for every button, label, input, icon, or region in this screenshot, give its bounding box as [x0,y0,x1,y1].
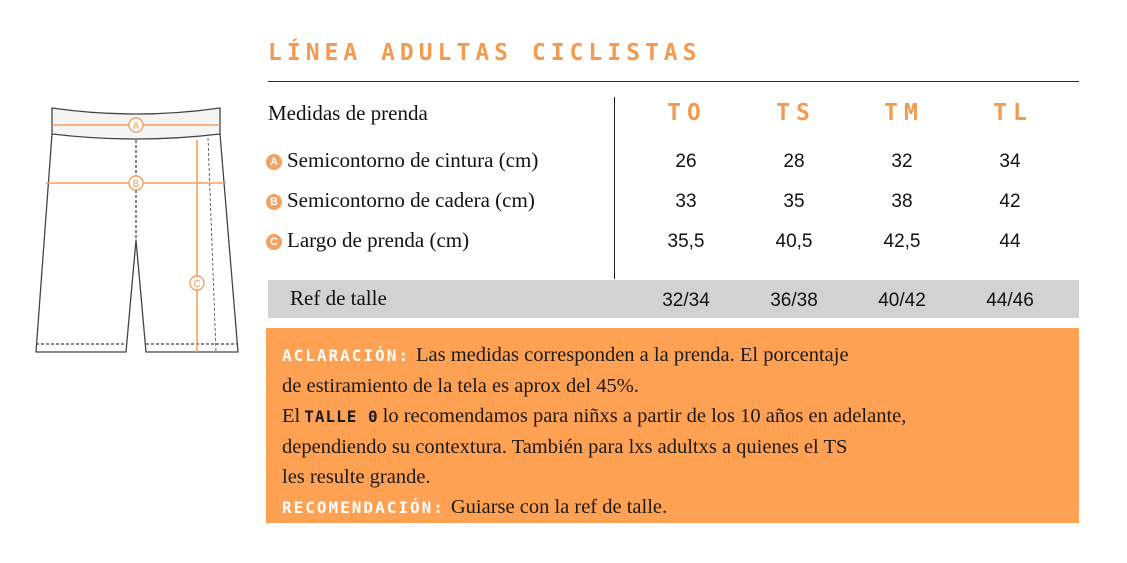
note-line-2: de estiramiento de la tela es aprox del … [282,375,639,397]
table-divider [614,97,615,279]
note-line-3: lo recomendamos para niñxs a partir de l… [382,405,907,427]
recomendacion-label: RECOMENDACIÓN: [282,498,445,517]
note-line-3-prefix: El [282,405,301,427]
ref-ts: 36/38 [770,290,818,311]
cell-b-to: 33 [675,191,697,212]
size-header-tm: TM [884,100,924,126]
ref-label: Ref de talle [290,286,387,310]
note-line-1: Las medidas corresponden a la prenda. El… [415,344,849,366]
marker-a-label: A [133,121,140,132]
size-header-tl: TL [993,100,1033,126]
ref-tl: 44/46 [986,290,1034,311]
row-label-a: A Semicontorno de cintura (cm) [266,148,538,173]
note-box: ACLARACIÓN: Las medidas corresponden a la… [266,328,1079,523]
note-line-4: dependiendo su contextura. También para … [282,436,848,458]
badge-a-icon: A [266,154,282,170]
cell-b-ts: 35 [783,191,805,212]
badge-b-icon: B [266,194,282,210]
cell-b-tm: 38 [891,191,913,212]
ref-to: 32/34 [662,290,710,311]
marker-b-label: B [133,179,140,190]
row-label-c: C Largo de prenda (cm) [266,228,469,253]
page-title: LÍNEA ADULTAS CICLISTAS [268,40,702,66]
ref-tm: 40/42 [878,290,926,311]
row-label-b: B Semicontorno de cadera (cm) [266,188,535,213]
table-header-label: Medidas de prenda [268,101,428,125]
cell-a-tm: 32 [891,151,913,172]
cell-c-to: 35,5 [667,231,705,252]
cell-c-ts: 40,5 [775,231,813,252]
recomendacion-text: Guiarse con la ref de talle. [450,496,668,518]
size-header-ts: TS [776,100,816,126]
cell-a-tl: 34 [999,151,1021,172]
cell-a-ts: 28 [783,151,805,172]
talle-0-label: TALLE 0 [304,407,379,426]
cell-a-to: 26 [675,151,697,172]
marker-c-label: C [193,279,200,290]
title-divider [268,81,1079,82]
aclaracion-label: ACLARACIÓN: [282,346,410,365]
cell-c-tl: 44 [999,231,1021,252]
size-header-to: TO [667,100,707,126]
note-line-5: les resulte grande. [282,466,431,488]
badge-c-icon: C [266,234,282,250]
cell-c-tm: 42,5 [883,231,921,252]
cell-b-tl: 42 [999,191,1021,212]
ref-row-background [268,280,1079,318]
shorts-diagram: A B C [35,107,239,353]
